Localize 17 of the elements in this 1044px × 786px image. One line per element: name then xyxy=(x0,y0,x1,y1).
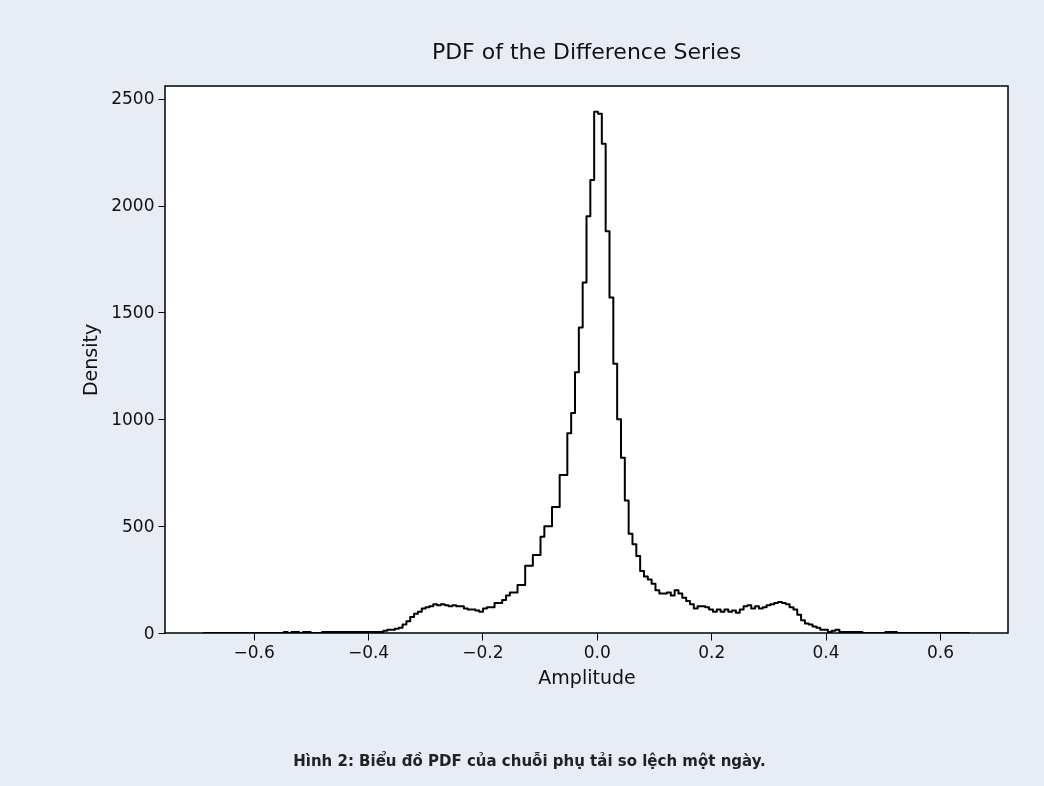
x-tick-label: −0.4 xyxy=(347,641,390,662)
x-tick-label: 0.6 xyxy=(926,641,954,662)
y-tick-label: 2000 xyxy=(111,195,155,216)
x-tick-label: −0.2 xyxy=(462,641,504,662)
chart-title: PDF of the Difference Series xyxy=(431,39,742,64)
y-tick-label: 1500 xyxy=(111,301,155,322)
text: Hình 2: Biểu đồ PDF của chuỗi phụ tải so lệch một ngày. xyxy=(293,751,766,770)
x-axis-title: Amplitude xyxy=(538,665,636,688)
x-tick-label: 0.2 xyxy=(698,641,726,662)
y-tick-label: 2500 xyxy=(111,88,155,109)
x-tick-label: 0.0 xyxy=(583,641,611,662)
y-tick-label: 1000 xyxy=(111,408,155,429)
y-tick-label: 0 xyxy=(143,622,155,643)
y-tick-label: 500 xyxy=(122,515,155,536)
y-axis-title: Density xyxy=(79,323,102,397)
x-tick-label: −0.6 xyxy=(233,641,275,662)
x-tick-label: 0.4 xyxy=(812,641,840,662)
